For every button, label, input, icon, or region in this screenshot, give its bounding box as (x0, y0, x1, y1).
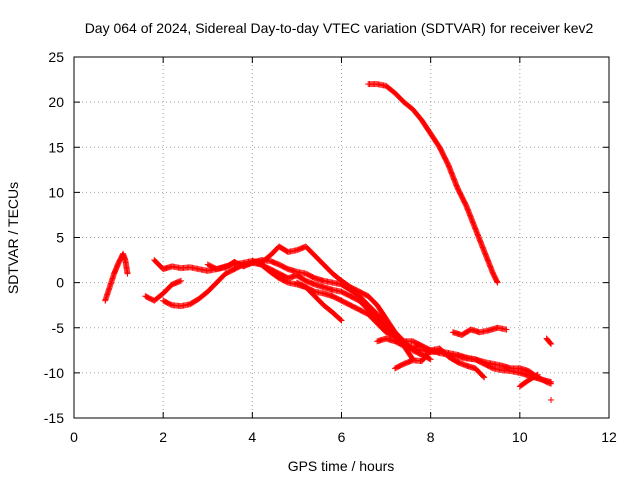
x-tick-label: 4 (248, 429, 256, 445)
data-point-marker (493, 278, 500, 285)
plot-frame (73, 56, 610, 419)
data-point-marker (338, 317, 345, 324)
y-tick-label: 10 (48, 184, 64, 200)
x-tick-label: 10 (512, 429, 528, 445)
series-sat-h (374, 335, 425, 351)
y-tick-label: 15 (48, 139, 64, 155)
data-point-marker (534, 371, 541, 378)
y-axis-label: SDTVAR / TECUs (5, 182, 21, 294)
series-sat-n (548, 396, 555, 403)
data-point-marker (480, 373, 487, 380)
data-point-marker (503, 326, 510, 333)
x-tick-label: 0 (70, 429, 78, 445)
y-tick-label: 0 (56, 275, 64, 291)
x-tick-label: 6 (338, 429, 346, 445)
series-sat-g (293, 279, 345, 324)
y-tick-label: -5 (52, 320, 65, 336)
series-sat-a (102, 250, 131, 304)
y-tick-label: -10 (44, 365, 64, 381)
x-tick-label: 8 (427, 429, 435, 445)
data-point-marker (547, 340, 554, 347)
data-point-marker (481, 374, 488, 381)
data-point-marker (533, 372, 540, 379)
y-tick-label: 25 (48, 49, 64, 65)
data-point-marker (426, 355, 433, 362)
x-tick-label: 2 (159, 429, 167, 445)
data-point-marker (548, 396, 555, 403)
chart-title: Day 064 of 2024, Sidereal Day-to-day VTE… (85, 20, 594, 36)
data-point-marker (427, 356, 434, 363)
data-point-marker (418, 342, 425, 349)
series-sat-b (142, 277, 184, 304)
data-point-marker (548, 340, 555, 347)
series-sat-k (449, 324, 510, 338)
data-point-marker (494, 279, 501, 286)
x-axis-label: GPS time / hours (288, 458, 395, 474)
data-point-marker (124, 270, 131, 277)
data-point-marker (548, 380, 555, 387)
data-point-marker (178, 277, 184, 284)
series-sat-j (365, 81, 501, 286)
y-tick-label: 20 (48, 94, 64, 110)
series-sat-m (543, 335, 555, 347)
series-sat-l (516, 371, 541, 390)
y-tick-label: -15 (44, 410, 64, 426)
data-points (102, 81, 555, 403)
series-sat-i (392, 345, 488, 381)
x-tick-label: 12 (601, 429, 617, 445)
data-point-marker (337, 316, 344, 323)
y-tick-label: 5 (56, 230, 64, 246)
